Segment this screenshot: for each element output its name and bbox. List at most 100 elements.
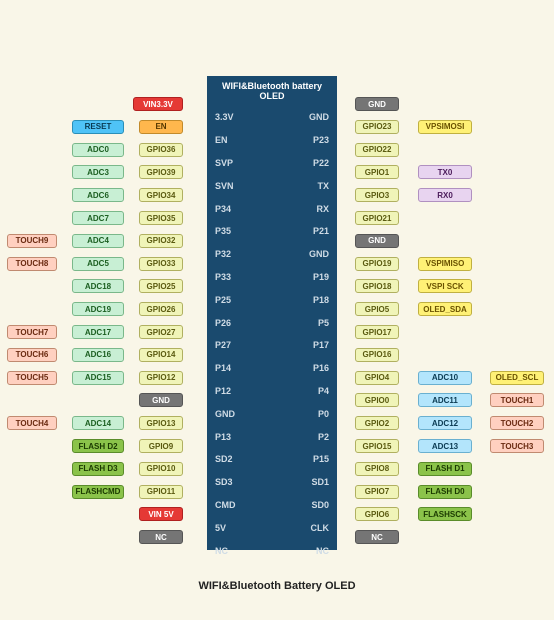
chip-pin-right: P2 [318,432,329,442]
chip-row: P34RX [207,197,337,220]
pin-label-adc15: ADC15 [72,371,124,385]
pin-label-adc6: ADC6 [72,188,124,202]
pin-label-adc3: ADC3 [72,165,124,179]
pin-label-adc11: ADC11 [418,393,472,407]
footer-label: WIFI&Bluetooth Battery OLED [0,580,554,592]
pin-label-rx0: RX0 [418,188,472,202]
pin-label-vspimiso: VSPIMISO [418,257,472,271]
pin-label-adc0: ADC0 [72,143,124,157]
chip-pin-left: P35 [215,226,231,236]
pin-label-reset: RESET [72,120,124,134]
chip-pin-right: TX [317,181,329,191]
pin-label-gpio9: GPIO9 [139,439,183,453]
chip-pin-left: 5V [215,523,226,533]
pin-label-touch7: TOUCH7 [7,325,57,339]
pin-label-gpio17: GPIO17 [355,325,399,339]
pin-label-gpio23: GPIO23 [355,120,399,134]
pin-label-gpio16: GPIO16 [355,348,399,362]
chip-row: 3.3V GND [207,106,337,129]
chip-row: CMD SD0 [207,494,337,517]
pin-label-gpio26: GPIO26 [139,302,183,316]
pin-label-vpsimosi: VPSIMOSI [418,120,472,134]
chip-pin-right: GND [309,112,329,122]
pin-label-adc14: ADC14 [72,416,124,430]
chip-pin-right: P0 [318,409,329,419]
chip-row: SD3SD1 [207,471,337,494]
pin-label-flashcmd: FLASHCMD [72,485,124,499]
pin-label-gpio22: GPIO22 [355,143,399,157]
chip-pin-right: P21 [313,226,329,236]
chip-row: P33P19 [207,266,337,289]
chip-pin-left: 3.3V [215,112,234,122]
pin-label-vspi-sck: VSPI SCK [418,279,472,293]
pin-label-gpio0: GPIO0 [355,393,399,407]
chip-row: P13 P2 [207,425,337,448]
pin-label-adc12: ADC12 [418,416,472,430]
chip-pin-left: P12 [215,386,231,396]
chip-pin-right: P18 [313,295,329,305]
pin-label-touch9: TOUCH9 [7,234,57,248]
pin-label-touch2: TOUCH2 [490,416,544,430]
pin-label-gpio27: GPIO27 [139,325,183,339]
pin-label-gpio7: GPIO7 [355,485,399,499]
chip-pin-right: P4 [318,386,329,396]
pin-label-gpio8: GPIO8 [355,462,399,476]
pin-label-gpio33: GPIO33 [139,257,183,271]
chip-row: ENP23 [207,129,337,152]
pin-label-flash-d1: FLASH D1 [418,462,472,476]
pin-label-flash-d2: FLASH D2 [72,439,124,453]
pin-label-gpio14: GPIO14 [139,348,183,362]
pin-label-gpio32: GPIO32 [139,234,183,248]
pin-label-gpio18: GPIO18 [355,279,399,293]
pin-label-gnd: GND [355,234,399,248]
pin-label-adc19: ADC19 [72,302,124,316]
pin-label-touch8: TOUCH8 [7,257,57,271]
pin-label-gpio15: GPIO15 [355,439,399,453]
pin-label-gpio19: GPIO19 [355,257,399,271]
chip-row: P35 P21 [207,220,337,243]
chip-row: NCNC [207,539,337,562]
chip-pin-right: RX [316,204,329,214]
pin-label-flash-d0: FLASH D0 [418,485,472,499]
pin-label-adc16: ADC16 [72,348,124,362]
chip-pin-left: SD2 [215,454,233,464]
chip-rows: 3.3VGNDENP23SVPP22SVNTXP34RXP35P21P32GND… [207,106,337,562]
pin-label-oled-scl: OLED_SCL [490,371,544,385]
pin-label-nc: NC [355,530,399,544]
pin-label-adc17: ADC17 [72,325,124,339]
pin-label-touch4: TOUCH4 [7,416,57,430]
pin-label-adc7: ADC7 [72,211,124,225]
pin-label-touch5: TOUCH5 [7,371,57,385]
pin-label-gnd: GND [355,97,399,111]
pin-label-gpio39: GPIO39 [139,165,183,179]
pin-label-gnd: GND [139,393,183,407]
pin-label-gpio13: GPIO13 [139,416,183,430]
chip-pin-left: P33 [215,272,231,282]
pin-label-adc4: ADC4 [72,234,124,248]
pin-label-nc: NC [139,530,183,544]
pin-label-gpio11: GPIO11 [139,485,183,499]
pin-label-adc10: ADC10 [418,371,472,385]
pin-label-en: EN [139,120,183,134]
chip-pin-right: SD0 [311,500,329,510]
chip-pin-right: P5 [318,318,329,328]
chip-body: WIFI&Bluetooth battery OLED 3.3VGNDENP23… [207,76,337,550]
pin-label-touch3: TOUCH3 [490,439,544,453]
chip-pin-right: P16 [313,363,329,373]
pin-label-gpio1: GPIO1 [355,165,399,179]
chip-row: SVPP22 [207,152,337,175]
pin-label-gpio5: GPIO5 [355,302,399,316]
chip-pin-left: P13 [215,432,231,442]
chip-pin-right: NC [316,546,329,556]
pinout-diagram: WIFI&Bluetooth battery OLED 3.3VGNDENP23… [0,0,554,620]
chip-row: P26P5 [207,311,337,334]
pin-label-gpio4: GPIO4 [355,371,399,385]
chip-pin-left: P27 [215,340,231,350]
chip-row: 5VCLK [207,516,337,539]
chip-row: SD2P15 [207,448,337,471]
pin-label-gpio34: GPIO34 [139,188,183,202]
pin-label-adc13: ADC13 [418,439,472,453]
chip-row: P27P17 [207,334,337,357]
pin-label-vin3-3v: VIN3.3V [133,97,183,111]
chip-pin-left: CMD [215,500,236,510]
